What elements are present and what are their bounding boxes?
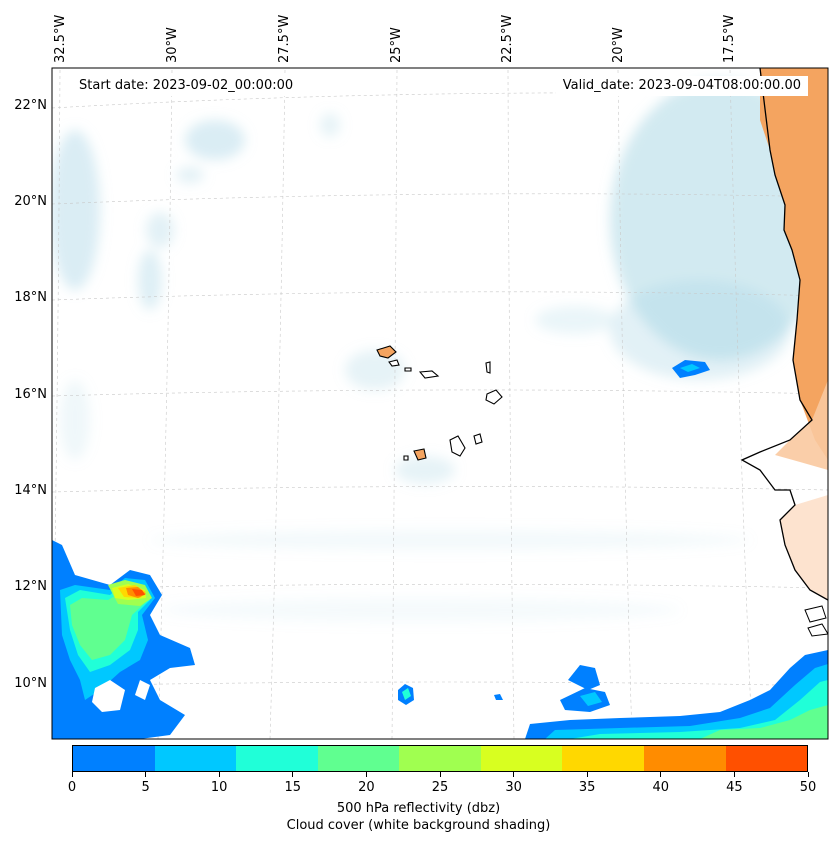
lon-label-30w: 30°W xyxy=(165,27,180,63)
colorbar-segment xyxy=(154,746,237,771)
colorbar-tick-label: 40 xyxy=(652,780,670,795)
colorbar-segment xyxy=(725,746,808,771)
colorbar-tick-label: 15 xyxy=(284,780,302,795)
colorbar-tick-label: 30 xyxy=(505,780,522,795)
map-frame xyxy=(51,67,829,740)
lat-label-14n: 14°N xyxy=(14,483,47,498)
lon-label-17-5w: 17.5°W xyxy=(722,14,737,63)
colorbar-segment xyxy=(317,746,400,771)
lat-label-10n: 10°N xyxy=(14,676,47,691)
colorbar-segment xyxy=(73,746,155,771)
colorbar xyxy=(72,745,808,772)
graticule xyxy=(52,69,828,739)
colorbar-segment xyxy=(562,746,644,771)
lon-label-22-5w: 22.5°W xyxy=(500,14,515,63)
lat-label-20n: 20°N xyxy=(14,194,47,209)
colorbar-tick-label: 0 xyxy=(67,780,77,795)
colorbar-label: 500 hPa reflectivity (dbz) xyxy=(336,801,501,816)
africa-landmass xyxy=(740,68,828,637)
lat-label-12n: 12°N xyxy=(14,579,47,594)
colorbar-tick-mark xyxy=(439,772,441,777)
map-plot-area xyxy=(52,68,828,739)
lon-label-25w: 25°W xyxy=(389,27,404,63)
colorbar-tick-mark xyxy=(733,772,735,777)
colorbar-tick-mark xyxy=(292,772,294,777)
colorbar-tick-mark xyxy=(71,772,73,777)
colorbar-tick-mark xyxy=(513,772,515,777)
colorbar-tick-mark xyxy=(586,772,588,777)
colorbar-sublabel: Cloud cover (white background shading) xyxy=(286,818,551,833)
lon-label-27-5w: 27.5°W xyxy=(277,14,292,63)
colorbar-tick-label: 5 xyxy=(141,780,150,795)
colorbar-tick-label: 20 xyxy=(358,780,375,795)
colorbar-tick-mark xyxy=(218,772,220,777)
colorbar-tick-label: 50 xyxy=(799,780,817,795)
lon-label-32-5w: 32.5°W xyxy=(53,14,68,63)
colorbar-tick-label: 35 xyxy=(578,780,596,795)
lat-label-22n: 22°N xyxy=(14,98,47,113)
colorbar-tick-label: 45 xyxy=(726,780,743,795)
colorbar-segment xyxy=(480,746,563,771)
start-date-label: Start date: 2023-09-02_00:00:00 xyxy=(72,76,301,96)
valid-date-label: Valid_date: 2023-09-04T08:00:00.00 xyxy=(555,76,808,96)
colorbar-tick-mark xyxy=(807,772,809,777)
colorbar-segment xyxy=(399,746,481,771)
colorbar-tick-mark xyxy=(145,772,147,777)
colorbar-tick-mark xyxy=(660,772,662,777)
colorbar-segment xyxy=(643,746,726,771)
reflectivity-field xyxy=(52,360,828,739)
cape-verde-islands xyxy=(376,345,503,461)
colorbar-tick-label: 25 xyxy=(431,780,449,795)
colorbar-tick-label: 10 xyxy=(210,780,228,795)
colorbar-segment xyxy=(236,746,318,771)
lat-label-18n: 18°N xyxy=(14,290,47,305)
colorbar-tick-mark xyxy=(365,772,367,777)
cloud-cover-shading xyxy=(52,80,828,622)
lat-label-16n: 16°N xyxy=(14,387,47,402)
lon-label-20w: 20°W xyxy=(611,27,626,63)
